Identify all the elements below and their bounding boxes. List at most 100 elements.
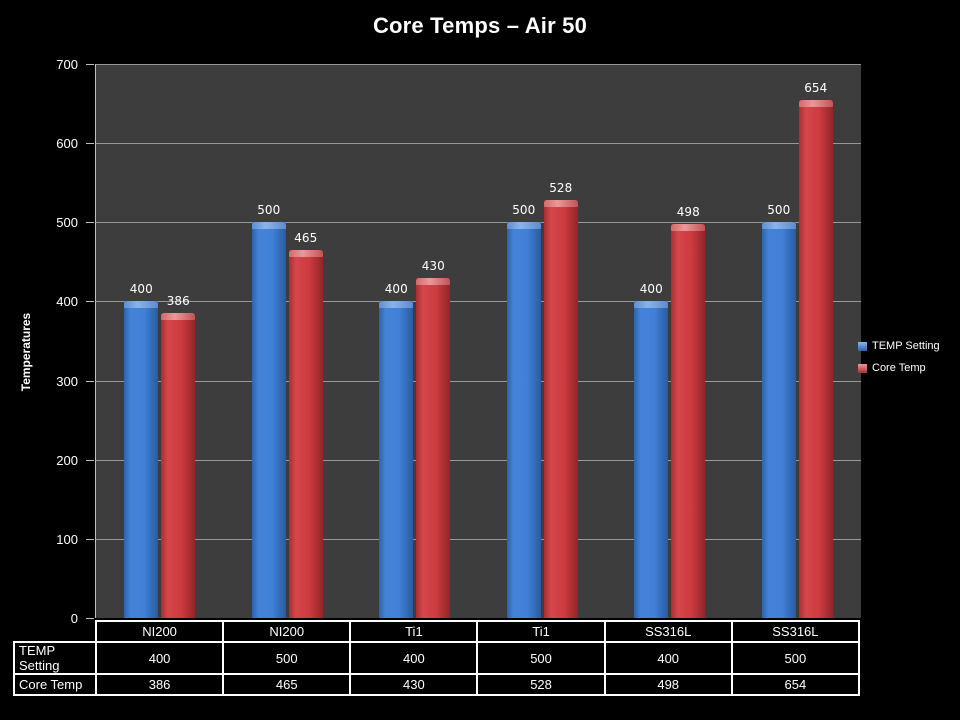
- bar-group: 500 654: [734, 64, 862, 618]
- bar-value-label: 500: [767, 203, 791, 218]
- table-category-header: SS316L: [603, 620, 733, 643]
- gridline: [96, 301, 861, 303]
- table-row-label: Core Temp: [13, 673, 97, 696]
- bar-core-temp: 465: [288, 231, 323, 618]
- table-cell: 400: [94, 641, 225, 675]
- bar-value-label: 500: [257, 203, 281, 218]
- y-tick-mark: [86, 618, 94, 619]
- legend-label: Core Temp: [872, 362, 926, 374]
- y-tick-mark: [86, 64, 94, 65]
- legend-label: TEMP Setting: [872, 340, 940, 352]
- table-row: Core Temp 386 465 430 528 498 654: [13, 673, 861, 696]
- y-tick-label: 700: [56, 57, 78, 72]
- table-cell: 500: [476, 641, 606, 675]
- bar-value-label: 528: [549, 181, 573, 196]
- y-tick-mark: [86, 538, 94, 540]
- table-cell: 498: [603, 673, 733, 696]
- gridline: [96, 538, 861, 540]
- table-category-header: SS316L: [730, 620, 861, 643]
- bar-bevel: [506, 222, 541, 230]
- y-tick-mark: [86, 459, 94, 461]
- table-cell: 500: [730, 641, 861, 675]
- bar-bevel: [379, 301, 414, 309]
- table-cell: 386: [94, 673, 225, 696]
- bar-value-label: 498: [676, 204, 700, 219]
- legend-entry: TEMP Setting: [858, 340, 940, 352]
- table-cell: 465: [222, 673, 352, 696]
- bar-bevel: [416, 277, 451, 285]
- y-tick-label: 400: [56, 294, 78, 310]
- table-category-header: Ti1: [349, 620, 479, 643]
- bar-group: 400 430: [351, 64, 479, 618]
- bar-value-label: 654: [804, 81, 828, 96]
- plot-area: 400 386 500 465 400 430 500 528 400 498 500 654: [95, 64, 861, 618]
- bar-temp-setting: 400: [634, 282, 669, 618]
- table-row: TEMP Setting 400 500 400 500 400 500: [13, 641, 861, 675]
- bar-bevel: [161, 312, 196, 320]
- bar-group: 400 498: [606, 64, 734, 618]
- bar-group: 500 465: [224, 64, 352, 618]
- bar-value-label: 400: [639, 282, 663, 297]
- bar-bevel: [798, 100, 833, 108]
- legend-swatch-icon: [858, 363, 867, 373]
- y-tick-mark: [86, 143, 94, 145]
- bar-bevel: [761, 222, 796, 230]
- legend-swatch-icon: [858, 341, 867, 351]
- bar-value-label: 400: [129, 282, 153, 297]
- table-category-header: NI200: [222, 620, 352, 643]
- y-tick-label: 200: [56, 452, 78, 468]
- y-tick-label: 600: [56, 136, 78, 152]
- bar-value-label: 430: [421, 258, 445, 273]
- bar-core-temp: 430: [416, 259, 451, 618]
- bar-temp-setting: 400: [379, 282, 414, 618]
- bar-bevel: [251, 222, 286, 230]
- bar-temp-setting: 500: [506, 203, 541, 618]
- table-cell: 654: [730, 673, 861, 696]
- bar-value-label: 465: [294, 231, 318, 245]
- bar-group: 400 386: [96, 64, 224, 618]
- gridline: [96, 64, 861, 65]
- table-corner-cell: [14, 621, 96, 642]
- table-cell: 400: [603, 641, 733, 675]
- gridline: [96, 143, 861, 145]
- y-tick-mark: [86, 380, 94, 382]
- data-table-grid: NI200 NI200 Ti1 Ti1 SS316L SS316L TEMP Setting…: [13, 620, 861, 696]
- table-cell: 430: [349, 673, 479, 696]
- bar-bevel: [671, 223, 706, 231]
- y-tick-mark: [86, 222, 94, 224]
- bar-core-temp: 386: [161, 294, 196, 618]
- gridline: [96, 459, 861, 461]
- bar-core-temp: 654: [798, 81, 833, 618]
- table-cell: 400: [349, 641, 479, 675]
- y-tick-label: 300: [56, 373, 78, 389]
- bar-temp-setting: 500: [251, 203, 286, 618]
- table-cell: 500: [222, 641, 352, 675]
- bar-bevel: [634, 301, 669, 309]
- y-tick-label: 0: [70, 611, 78, 626]
- y-tick-label: 500: [56, 215, 78, 231]
- bar-value-label: 386: [166, 293, 190, 308]
- table-category-header: Ti1: [476, 620, 606, 643]
- bar-core-temp: 528: [543, 181, 578, 618]
- gridline: [96, 380, 861, 382]
- chart-title: Core Temps – Air 50: [372, 13, 588, 38]
- y-tick-label: 100: [56, 531, 78, 547]
- bar-temp-setting: 400: [124, 282, 159, 618]
- bar-temp-setting: 500: [761, 203, 796, 618]
- table-row-label: TEMP Setting: [13, 641, 97, 675]
- legend: TEMP Setting Core Temp: [858, 340, 940, 374]
- y-tick-mark: [86, 301, 94, 303]
- bar-core-temp: 498: [671, 205, 706, 618]
- bar-bevel: [124, 301, 159, 309]
- data-table: NI200 NI200 Ti1 Ti1 SS316L SS316L TEMP Setting…: [13, 620, 861, 696]
- bar-value-label: 400: [384, 282, 408, 297]
- bar-bevel: [543, 200, 578, 208]
- bar-group: 500 528: [479, 64, 607, 618]
- gridline: [96, 222, 861, 224]
- bar-bevel: [288, 250, 323, 257]
- table-category-header: NI200: [94, 620, 225, 643]
- bar-value-label: 500: [512, 203, 536, 218]
- table-cell: 528: [476, 673, 606, 696]
- legend-entry: Core Temp: [858, 362, 940, 374]
